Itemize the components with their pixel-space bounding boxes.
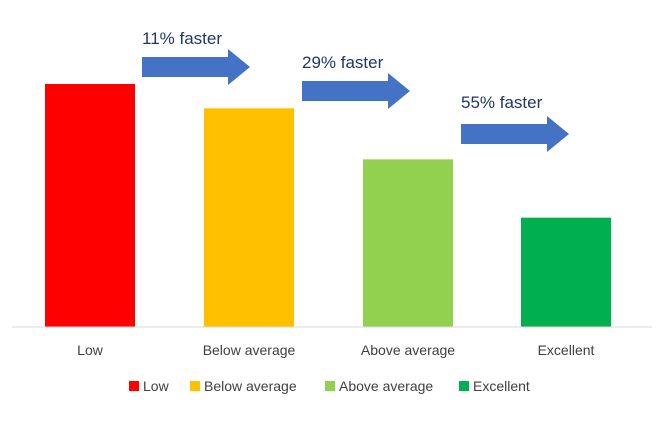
annotation-label-1: 11% faster	[142, 29, 222, 48]
category-label-below-average: Below average	[203, 342, 296, 358]
category-label-excellent: Excellent	[538, 342, 595, 358]
bar-low	[45, 84, 135, 327]
legend-label-below-average: Below average	[204, 378, 297, 394]
legend-swatch-above-average	[325, 381, 335, 391]
arrow-above-average-to-excellent	[461, 116, 569, 152]
legend-swatch-low	[129, 381, 139, 391]
legend-swatch-below-average	[190, 381, 200, 391]
annotation-label-2: 29% faster	[302, 53, 384, 72]
bar-excellent	[521, 217, 611, 327]
legend-label-excellent: Excellent	[473, 378, 530, 394]
annotation-label-3: 55% faster	[461, 93, 543, 112]
category-label-low: Low	[77, 342, 104, 358]
bar-below-average	[204, 108, 294, 327]
arrow-below-average-to-above-average	[302, 73, 410, 109]
legend: Low Below average Above average Excellent	[129, 378, 530, 394]
legend-label-above-average: Above average	[339, 378, 433, 394]
bar-above-average	[363, 159, 453, 327]
arrow-low-to-below-average	[142, 49, 250, 85]
category-labels: Low Below average Above average Excellent	[77, 342, 594, 358]
legend-label-low: Low	[143, 378, 170, 394]
legend-swatch-excellent	[459, 381, 469, 391]
bars-layer	[45, 84, 611, 327]
category-label-above-average: Above average	[361, 342, 455, 358]
annotation-arrows: 11% faster 29% faster 55% faster	[142, 29, 569, 152]
